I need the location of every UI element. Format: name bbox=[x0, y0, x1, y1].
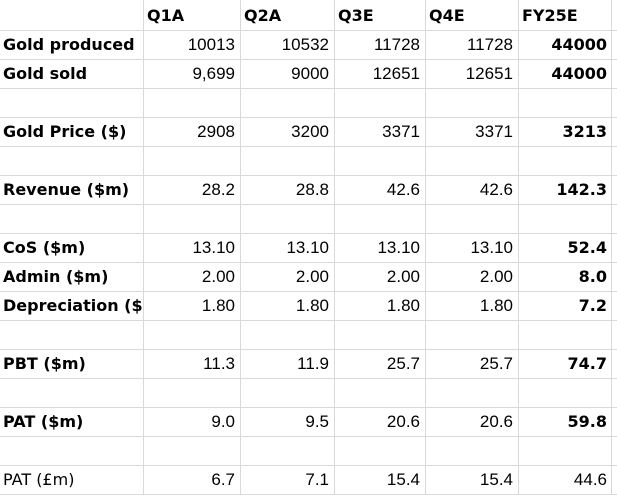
cell-gold-price-fy25e[interactable]: 3213 bbox=[562, 122, 607, 141]
cell-admin-q4e[interactable]: 2.00 bbox=[479, 267, 513, 286]
cell-admin-q3e[interactable]: 2.00 bbox=[386, 267, 420, 286]
gridline-vertical bbox=[240, 0, 241, 495]
cell-gold-sold-q4e[interactable]: 12651 bbox=[465, 64, 513, 83]
cell-admin-fy25e[interactable]: 8.0 bbox=[578, 267, 607, 286]
cell-pbt-q4e[interactable]: 25.7 bbox=[479, 354, 513, 373]
gridline-horizontal bbox=[0, 349, 617, 350]
row-label-pat-usd[interactable]: PAT ($m) bbox=[3, 412, 84, 431]
gridline-vertical bbox=[143, 0, 144, 495]
gridline-vertical bbox=[518, 0, 519, 495]
gridline-horizontal bbox=[0, 436, 617, 437]
gridline-horizontal bbox=[0, 378, 617, 379]
row-label-gold-price[interactable]: Gold Price ($) bbox=[3, 122, 127, 141]
cell-pbt-q1a[interactable]: 11.3 bbox=[203, 354, 235, 373]
column-header-q4e[interactable]: Q4E bbox=[429, 6, 465, 25]
gridline-horizontal bbox=[0, 117, 617, 118]
cell-gold-sold-q1a[interactable]: 9,699 bbox=[192, 64, 235, 83]
cell-gold-produced-fy25e[interactable]: 44000 bbox=[551, 35, 607, 54]
row-label-pbt[interactable]: PBT ($m) bbox=[3, 354, 86, 373]
row-label-gold-produced[interactable]: Gold produced bbox=[3, 35, 135, 54]
gridline-vertical bbox=[425, 0, 426, 495]
column-header-q2a[interactable]: Q2A bbox=[244, 6, 282, 25]
cell-depreciation-fy25e[interactable]: 7.2 bbox=[578, 296, 607, 315]
cell-pat-usd-fy25e[interactable]: 59.8 bbox=[567, 412, 607, 431]
cell-depreciation-q3e[interactable]: 1.80 bbox=[386, 296, 420, 315]
gridline-horizontal bbox=[0, 291, 617, 292]
gridline-horizontal bbox=[0, 88, 617, 89]
cell-revenue-q2a[interactable]: 28.8 bbox=[295, 180, 329, 199]
cell-gold-sold-q3e[interactable]: 12651 bbox=[372, 64, 420, 83]
cell-gold-price-q4e[interactable]: 3371 bbox=[475, 122, 513, 141]
cell-pat-usd-q4e[interactable]: 20.6 bbox=[479, 412, 513, 431]
cell-pat-usd-q3e[interactable]: 20.6 bbox=[386, 412, 420, 431]
cell-pat-gbp-q4e[interactable]: 15.4 bbox=[479, 470, 513, 489]
cell-gold-produced-q1a[interactable]: 10013 bbox=[187, 35, 235, 54]
cell-pat-usd-q2a[interactable]: 9.5 bbox=[305, 412, 329, 431]
cell-revenue-q1a[interactable]: 28.2 bbox=[201, 180, 235, 199]
cell-pat-gbp-q1a[interactable]: 6.7 bbox=[211, 470, 235, 489]
cell-cos-q4e[interactable]: 13.10 bbox=[470, 238, 513, 257]
row-label-revenue[interactable]: Revenue ($m) bbox=[3, 180, 130, 199]
gridline-horizontal bbox=[0, 465, 617, 466]
row-label-depreciation[interactable]: Depreciation ($m) bbox=[3, 296, 143, 315]
row-label-cos[interactable]: CoS ($m) bbox=[3, 238, 86, 257]
cell-revenue-q3e[interactable]: 42.6 bbox=[386, 180, 420, 199]
gridline-horizontal bbox=[0, 204, 617, 205]
gridline-horizontal bbox=[0, 175, 617, 176]
gridline-horizontal bbox=[0, 59, 617, 60]
cell-cos-q3e[interactable]: 13.10 bbox=[377, 238, 420, 257]
cell-pbt-q3e[interactable]: 25.7 bbox=[386, 354, 420, 373]
cell-pat-gbp-fy25e[interactable]: 44.6 bbox=[573, 470, 607, 489]
cell-gold-produced-q3e[interactable]: 11728 bbox=[373, 35, 420, 54]
gridline-vertical bbox=[334, 0, 335, 495]
cell-gold-price-q1a[interactable]: 2908 bbox=[197, 122, 235, 141]
cell-revenue-q4e[interactable]: 42.6 bbox=[479, 180, 513, 199]
gridline-horizontal bbox=[0, 146, 617, 147]
cell-revenue-fy25e[interactable]: 142.3 bbox=[556, 180, 607, 199]
cell-admin-q2a[interactable]: 2.00 bbox=[295, 267, 329, 286]
cell-gold-sold-q2a[interactable]: 9000 bbox=[291, 64, 329, 83]
cell-cos-fy25e[interactable]: 52.4 bbox=[567, 238, 607, 257]
column-header-q3e[interactable]: Q3E bbox=[338, 6, 374, 25]
cell-gold-produced-q2a[interactable]: 10532 bbox=[281, 35, 329, 54]
cell-pat-gbp-q2a[interactable]: 7.1 bbox=[305, 470, 329, 489]
row-label-pat-gbp[interactable]: PAT (£m) bbox=[3, 470, 75, 489]
column-header-q1a[interactable]: Q1A bbox=[147, 6, 185, 25]
cell-pat-usd-q1a[interactable]: 9.0 bbox=[211, 412, 235, 431]
cell-depreciation-q1a[interactable]: 1.80 bbox=[201, 296, 235, 315]
cell-gold-produced-q4e[interactable]: 11728 bbox=[466, 35, 513, 54]
cell-gold-price-q3e[interactable]: 3371 bbox=[382, 122, 420, 141]
gridline-vertical bbox=[611, 0, 612, 495]
gridline-horizontal bbox=[0, 407, 617, 408]
cell-pat-gbp-q3e[interactable]: 15.4 bbox=[386, 470, 420, 489]
gridline-horizontal bbox=[0, 262, 617, 263]
cell-pbt-fy25e[interactable]: 74.7 bbox=[567, 354, 607, 373]
row-label-gold-sold[interactable]: Gold sold bbox=[3, 64, 88, 83]
cell-depreciation-q2a[interactable]: 1.80 bbox=[295, 296, 329, 315]
row-label-admin[interactable]: Admin ($m) bbox=[3, 267, 109, 286]
cell-cos-q1a[interactable]: 13.10 bbox=[192, 238, 235, 257]
cell-cos-q2a[interactable]: 13.10 bbox=[286, 238, 329, 257]
cell-depreciation-q4e[interactable]: 1.80 bbox=[479, 296, 513, 315]
gridline-horizontal bbox=[0, 320, 617, 321]
column-header-fy25e[interactable]: FY25E bbox=[522, 6, 578, 25]
cell-pbt-q2a[interactable]: 11.9 bbox=[297, 354, 329, 373]
cell-admin-q1a[interactable]: 2.00 bbox=[201, 267, 235, 286]
cell-gold-sold-fy25e[interactable]: 44000 bbox=[551, 64, 607, 83]
gridline-horizontal bbox=[0, 233, 617, 234]
gridline-horizontal bbox=[0, 30, 617, 31]
cell-gold-price-q2a[interactable]: 3200 bbox=[291, 122, 329, 141]
